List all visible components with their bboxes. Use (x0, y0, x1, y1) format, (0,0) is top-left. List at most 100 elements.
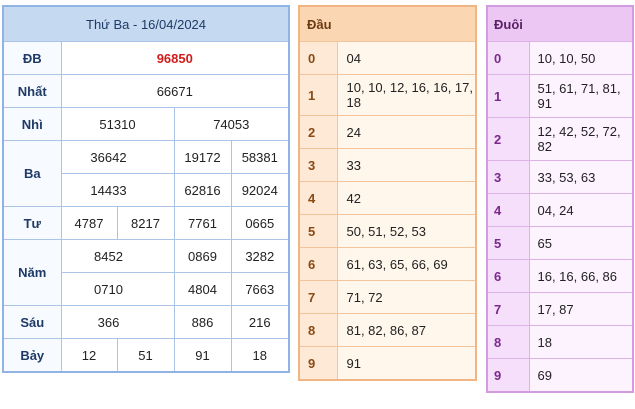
row-nhi: Nhì 51310 74053 (2, 107, 290, 141)
value-nam-4: 0710 (60, 272, 175, 306)
value-ba-3: 58381 (230, 140, 290, 174)
value-bay-4: 18 (230, 338, 290, 373)
value-nam-2: 0869 (173, 239, 232, 273)
value-sau-1: 366 (60, 305, 175, 339)
results-title: Thứ Ba - 16/04/2024 (2, 5, 290, 42)
value-sau-2: 886 (173, 305, 232, 339)
value-tu-3: 7761 (173, 206, 232, 240)
label-tu: Tư (2, 206, 62, 240)
dau-row: 5 50, 51, 52, 53 (298, 214, 477, 248)
dau-key: 4 (298, 181, 338, 215)
dau-row: 4 42 (298, 181, 477, 215)
duoi-row: 8 18 (486, 325, 634, 359)
duoi-row: 1 51, 61, 71, 81, 91 (486, 74, 634, 118)
duoi-key: 1 (486, 74, 530, 118)
dau-table: Đầu 0 04 1 10, 10, 12, 16, 16, 17, 18 2 24 … (298, 5, 477, 381)
dau-value: 04 (336, 41, 477, 75)
dau-value: 10, 10, 12, 16, 16, 17, 18 (336, 74, 477, 116)
dau-row: 2 24 (298, 115, 477, 149)
dau-row: 3 33 (298, 148, 477, 182)
label-sau: Sáu (2, 305, 62, 339)
dau-key: 3 (298, 148, 338, 182)
value-sau-3: 216 (230, 305, 290, 339)
duoi-value: 17, 87 (528, 292, 634, 326)
duoi-key: 2 (486, 117, 530, 161)
dau-value: 71, 72 (336, 280, 477, 314)
duoi-table: Đuôi 0 10, 10, 50 1 51, 61, 71, 81, 91 2 12… (486, 5, 635, 393)
row-sau: Sáu 366 886 216 (2, 305, 290, 339)
value-tu-1: 4787 (60, 206, 118, 240)
duoi-row: 3 33, 53, 63 (486, 160, 634, 194)
value-ba-5: 62816 (173, 173, 232, 207)
duoi-key: 0 (486, 41, 530, 75)
row-nam-2: 0710 4804 7663 (3, 272, 290, 306)
row-nam-1: Năm 8452 0869 3282 (2, 239, 290, 306)
value-ba-6: 92024 (230, 173, 290, 207)
duoi-title: Đuôi (486, 5, 634, 42)
duoi-value: 10, 10, 50 (528, 41, 634, 75)
value-db: 96850 (60, 41, 290, 75)
dau-row: 8 81, 82, 86, 87 (298, 313, 477, 347)
duoi-value: 18 (528, 325, 634, 359)
value-nhat: 66671 (60, 74, 290, 108)
dau-value: 24 (336, 115, 477, 149)
value-bay-2: 51 (116, 338, 175, 373)
lottery-results-table: Thứ Ba - 16/04/2024 ĐB 96850 Nhất 66671 … (2, 5, 291, 373)
duoi-key: 9 (486, 358, 530, 393)
dau-value: 50, 51, 52, 53 (336, 214, 477, 248)
row-tu: Tư 4787 8217 7761 0665 (2, 206, 290, 240)
dau-key: 0 (298, 41, 338, 75)
value-nhi-1: 51310 (60, 107, 175, 141)
row-bay: Bảy 12 51 91 18 (2, 338, 290, 373)
dau-value: 33 (336, 148, 477, 182)
row-nhat: Nhất 66671 (2, 74, 290, 108)
dau-row: 6 61, 63, 65, 66, 69 (298, 247, 477, 281)
label-db: ĐB (2, 41, 62, 75)
duoi-row: 5 65 (486, 226, 634, 260)
duoi-key: 7 (486, 292, 530, 326)
dau-key: 5 (298, 214, 338, 248)
duoi-key: 3 (486, 160, 530, 194)
row-ba-1: Ba 36642 19172 58381 (2, 140, 290, 207)
duoi-value: 16, 16, 66, 86 (528, 259, 634, 293)
dau-value: 61, 63, 65, 66, 69 (336, 247, 477, 281)
value-nhi-2: 74053 (173, 107, 290, 141)
dau-value: 81, 82, 86, 87 (336, 313, 477, 347)
label-nhi: Nhì (2, 107, 62, 141)
label-nhat: Nhất (2, 74, 62, 108)
dau-row: 0 04 (298, 41, 477, 75)
duoi-row: 0 10, 10, 50 (486, 41, 634, 75)
value-nam-6: 7663 (230, 272, 290, 306)
value-bay-3: 91 (173, 338, 232, 373)
dau-key: 2 (298, 115, 338, 149)
duoi-value: 33, 53, 63 (528, 160, 634, 194)
dau-value: 91 (336, 346, 477, 381)
value-ba-2: 19172 (173, 140, 232, 174)
dau-row: 9 91 (298, 346, 477, 381)
dau-key: 7 (298, 280, 338, 314)
duoi-row: 7 17, 87 (486, 292, 634, 326)
value-nam-5: 4804 (173, 272, 232, 306)
value-nam-1: 8452 (60, 239, 175, 273)
dau-value: 42 (336, 181, 477, 215)
duoi-row: 9 69 (486, 358, 634, 393)
duoi-value: 65 (528, 226, 634, 260)
dau-row: 1 10, 10, 12, 16, 16, 17, 18 (298, 74, 477, 116)
label-bay: Bảy (2, 338, 62, 373)
value-nam-3: 3282 (230, 239, 290, 273)
dau-key: 8 (298, 313, 338, 347)
value-tu-4: 0665 (230, 206, 290, 240)
duoi-key: 8 (486, 325, 530, 359)
value-tu-2: 8217 (116, 206, 175, 240)
duoi-key: 6 (486, 259, 530, 293)
value-ba-4: 14433 (60, 173, 175, 207)
duoi-value: 69 (528, 358, 634, 393)
value-ba-1: 36642 (60, 140, 175, 174)
value-bay-1: 12 (60, 338, 118, 373)
duoi-value: 12, 42, 52, 72, 82 (528, 117, 634, 161)
dau-key: 6 (298, 247, 338, 281)
label-nam: Năm (2, 239, 62, 306)
label-ba: Ba (2, 140, 62, 207)
duoi-row: 4 04, 24 (486, 193, 634, 227)
duoi-key: 5 (486, 226, 530, 260)
